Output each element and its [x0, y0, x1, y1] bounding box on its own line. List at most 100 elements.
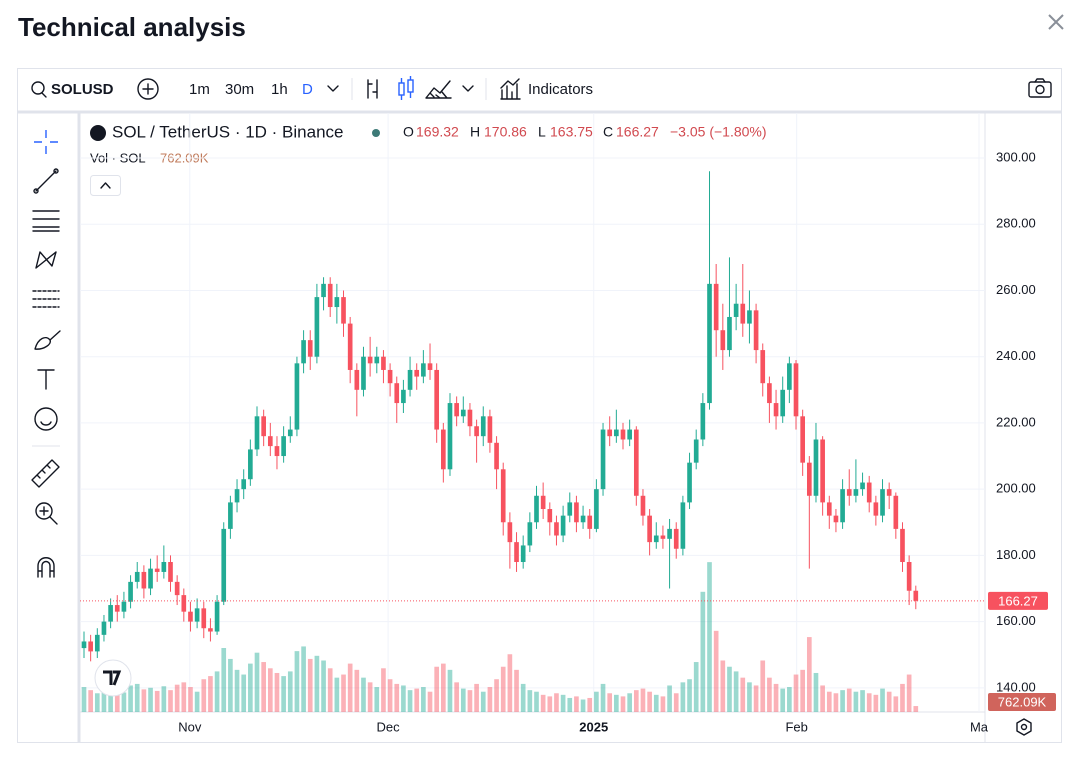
volume-bar: [826, 691, 832, 712]
x-tick-label: Ma: [970, 719, 989, 734]
candle-body: [527, 522, 533, 546]
candle-style[interactable]: [398, 76, 414, 100]
volume-bar: [208, 676, 213, 712]
volume-bar: [727, 666, 732, 712]
volume-bar: [886, 691, 892, 712]
style-menu[interactable]: [462, 85, 474, 92]
x-tick-label: Dec: [377, 719, 401, 734]
volume-bar: [820, 685, 825, 712]
volume-bar: [853, 691, 859, 712]
candle-body: [174, 581, 180, 596]
interval[interactable]: 1m: [189, 81, 210, 98]
volume-bar: [660, 696, 666, 712]
candle-body: [128, 581, 133, 602]
ohlc-value: 170.86: [484, 124, 527, 140]
candle-body: [840, 489, 845, 523]
close-button[interactable]: [1048, 14, 1064, 30]
y-tick-label: 300.00: [996, 149, 1036, 164]
volume-bar: [101, 691, 107, 712]
symbol-search[interactable]: SOLUSD: [31, 81, 114, 98]
candle-body: [108, 605, 113, 622]
volume-bar: [540, 694, 546, 712]
volume-bar: [281, 676, 286, 712]
candle-body: [707, 283, 712, 404]
volume-bar: [361, 677, 366, 712]
candle-body: [121, 601, 127, 612]
volume-bar: [188, 687, 193, 712]
interval[interactable]: 30m: [225, 81, 254, 98]
candle-body: [900, 528, 905, 563]
candle-body: [793, 363, 799, 417]
ohlc-key: L: [538, 124, 546, 140]
last-price-tag: [988, 591, 1048, 610]
candle-body: [873, 502, 879, 516]
settings-button[interactable]: [1016, 718, 1032, 736]
bar-style[interactable]: [367, 79, 378, 99]
y-tick-label: 260.00: [996, 282, 1036, 297]
interval-active[interactable]: D: [302, 81, 313, 98]
volume-bar: [447, 669, 453, 712]
collapse-legend[interactable]: [90, 175, 121, 196]
dialog-title: Technical analysis: [18, 12, 246, 42]
volume-bar: [228, 658, 233, 712]
candle-body: [633, 429, 639, 496]
volume-bar: [441, 663, 446, 712]
volume-bar: [294, 651, 300, 712]
volume-bar: [633, 690, 639, 712]
indicators-button[interactable]: Indicators: [500, 78, 593, 100]
change: −3.05 (−1.80%): [670, 124, 767, 140]
volume-bar: [254, 652, 260, 712]
candle-body: [114, 605, 120, 612]
volume-bar: [527, 690, 533, 712]
candle-body: [394, 383, 400, 404]
volume-bar: [307, 658, 313, 712]
volume-bar: [906, 674, 912, 712]
compare-button[interactable]: [137, 78, 159, 100]
candle-body: [687, 462, 692, 503]
volume-bar: [587, 697, 593, 712]
candle-body: [667, 528, 672, 539]
candle-body: [627, 429, 632, 440]
candle-body: [767, 383, 772, 404]
candle-body: [287, 429, 293, 437]
y-tick-label: 180.00: [996, 547, 1036, 562]
volume-bar: [627, 693, 632, 712]
candle-body: [567, 502, 573, 516]
symbol: SOLUSD: [51, 81, 114, 98]
volume-bar: [467, 690, 473, 712]
candle-body: [813, 439, 819, 496]
candle-body: [234, 489, 240, 503]
volume-bar: [507, 654, 513, 712]
candle-body: [614, 429, 619, 437]
drawing-tools[interactable]: [31, 130, 61, 578]
volume-bar: [274, 672, 280, 712]
area-style[interactable]: [425, 80, 452, 99]
symbol-logo: [90, 125, 106, 141]
volume-bar: [374, 687, 380, 712]
candle-body: [906, 562, 912, 591]
candle-body: [327, 283, 333, 308]
volume-bar: [860, 690, 865, 712]
candle-body: [141, 571, 147, 589]
volume-bar: [567, 697, 573, 712]
volume-bar: [148, 687, 153, 712]
volume-bar: [367, 682, 373, 712]
volume-bar: [261, 662, 266, 712]
volume-bar: [168, 690, 173, 712]
candle-body: [294, 363, 300, 430]
snapshot-button[interactable]: [1028, 78, 1052, 98]
candle-body: [487, 416, 493, 443]
candle-body: [740, 303, 746, 324]
interval-menu[interactable]: [327, 85, 339, 92]
volume-bar: [833, 693, 839, 712]
candle-body: [254, 416, 260, 450]
volume-bar: [534, 691, 539, 712]
candle-body: [647, 515, 652, 543]
candle-body: [640, 495, 646, 516]
interval[interactable]: 1h: [271, 81, 288, 98]
volume-bar: [334, 677, 340, 712]
y-tick-label: 220.00: [996, 414, 1036, 429]
candle-body: [81, 641, 87, 649]
candle-body: [587, 515, 593, 529]
